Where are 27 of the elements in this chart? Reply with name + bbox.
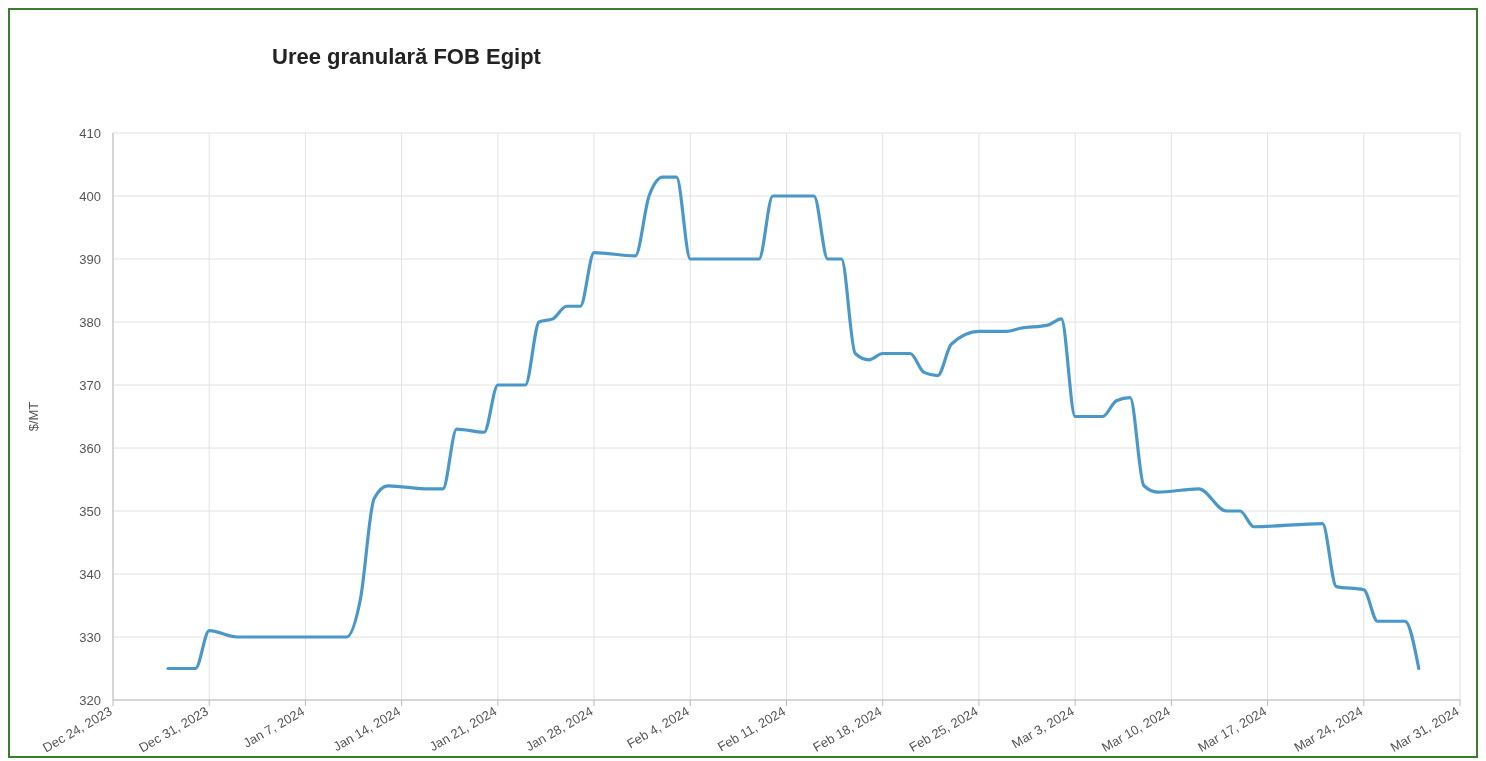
y-tick-label: 320 bbox=[79, 693, 101, 708]
x-tick-label: Jan 28, 2024 bbox=[522, 703, 596, 755]
x-tick-label: Mar 24, 2024 bbox=[1291, 703, 1366, 755]
y-tick-label: 360 bbox=[79, 441, 101, 456]
x-tick-label: Mar 3, 2024 bbox=[1009, 703, 1077, 752]
x-tick-label: Mar 10, 2024 bbox=[1099, 703, 1173, 755]
y-tick-label: 340 bbox=[79, 567, 101, 582]
x-tick-label: Feb 25, 2024 bbox=[906, 703, 981, 755]
y-tick-label: 410 bbox=[79, 126, 101, 141]
chart-title: Uree granulară FOB Egipt bbox=[272, 44, 542, 69]
x-tick-label: Jan 21, 2024 bbox=[426, 703, 500, 755]
y-tick-label: 380 bbox=[79, 315, 101, 330]
x-tick-label: Feb 4, 2024 bbox=[624, 703, 692, 752]
x-tick-label: Jan 14, 2024 bbox=[330, 703, 404, 755]
y-tick-label: 350 bbox=[79, 504, 101, 519]
y-tick-label: 370 bbox=[79, 378, 101, 393]
x-tick-label: Mar 31, 2024 bbox=[1387, 703, 1462, 755]
y-tick-label: 330 bbox=[79, 630, 101, 645]
x-tick-label: Mar 17, 2024 bbox=[1195, 703, 1270, 755]
y-tick-label: 390 bbox=[79, 252, 101, 267]
x-tick-label: Feb 11, 2024 bbox=[714, 703, 788, 755]
y-tick-label: 400 bbox=[79, 189, 101, 204]
x-tick-label: Jan 7, 2024 bbox=[240, 703, 307, 751]
x-tick-label: Dec 31, 2023 bbox=[136, 703, 211, 756]
x-tick-label: Feb 18, 2024 bbox=[810, 703, 885, 755]
y-axis-title: $/MT bbox=[26, 401, 41, 432]
line-series bbox=[166, 175, 1421, 671]
